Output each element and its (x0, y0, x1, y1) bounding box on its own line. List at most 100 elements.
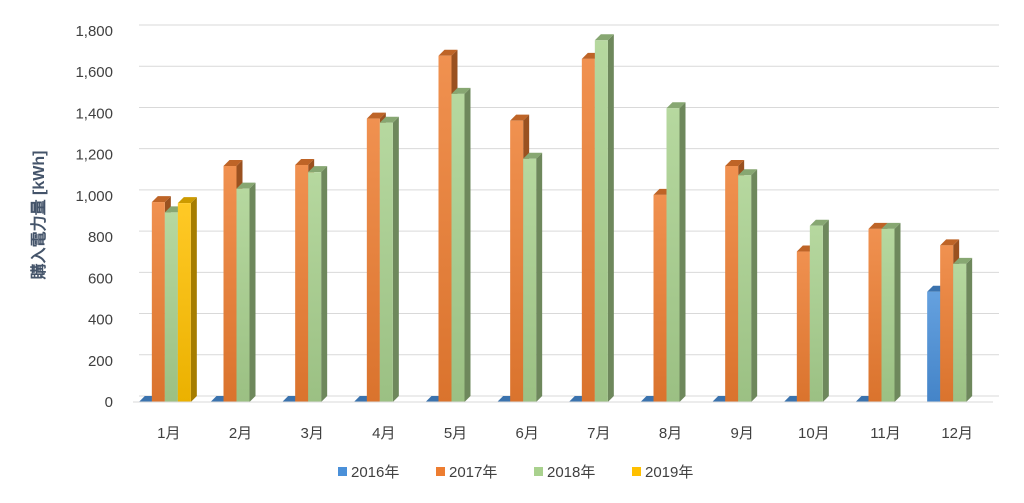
legend-swatch (338, 467, 347, 476)
x-tick-label: 8月 (659, 425, 682, 442)
bar-side (392, 116, 399, 402)
bar-front (177, 203, 191, 402)
bar-front (236, 188, 250, 402)
y-tick-label: 1,200 (75, 147, 113, 164)
bar-top (738, 169, 758, 176)
gridlines (139, 24, 999, 397)
y-tick-label: 0 (105, 394, 113, 411)
y-tick-label: 800 (88, 229, 113, 246)
bar-front (151, 202, 165, 402)
y-tick-label: 1,000 (75, 188, 113, 205)
bar-top (438, 49, 458, 56)
bar-front (868, 228, 882, 402)
bar-2018年-12月 (953, 257, 973, 402)
x-tick-label: 11月 (870, 425, 901, 442)
x-tick-label: 4月 (372, 425, 395, 442)
y-tick-label: 1,600 (75, 64, 113, 81)
bar-top (725, 160, 745, 167)
bar-front (653, 194, 667, 402)
legend-label: 2018年 (547, 464, 595, 481)
bar-2018年-5月 (451, 87, 471, 402)
bar-front (927, 291, 941, 402)
bar-top (868, 222, 888, 229)
bar-top (510, 114, 530, 121)
bar-side (464, 87, 471, 402)
bar-2019年-1月 (177, 197, 197, 402)
bar-2018年-10月 (809, 219, 829, 402)
bar-front (581, 58, 595, 402)
bar-top (594, 34, 614, 41)
x-tick-label: 6月 (515, 425, 538, 442)
legend-item: 2018年 (534, 464, 595, 481)
bar-front (881, 228, 895, 402)
bar-side (894, 222, 901, 402)
bar-front (295, 164, 309, 402)
bar-top (177, 197, 197, 204)
y-tick-label: 1,800 (75, 23, 113, 40)
x-tick-label: 1月 (157, 425, 180, 442)
y-tick-label: 400 (88, 312, 113, 329)
bar-front (666, 108, 680, 403)
bar-top (366, 112, 386, 119)
x-tick-label: 5月 (444, 425, 467, 442)
x-tick-label: 9月 (730, 425, 753, 442)
bar-2018年-9月 (738, 169, 758, 402)
bar-top (809, 219, 829, 226)
bar-top (940, 239, 960, 246)
legend: 2016年 2017年 2018年 2019年 (338, 464, 693, 481)
bar-front (164, 212, 178, 402)
bar-top (223, 160, 243, 167)
y-tick-label: 600 (88, 270, 113, 287)
x-tick-label: 2月 (229, 425, 252, 442)
x-tick-label: 10月 (798, 425, 830, 442)
bar-front (594, 40, 608, 403)
bar-2018年-3月 (308, 166, 328, 402)
bar-side (679, 102, 686, 403)
bar-top (236, 182, 256, 189)
bar-2018年-8月 (666, 102, 686, 403)
bar-front (438, 55, 452, 402)
bar-2018年-4月 (379, 116, 399, 402)
bar-top (451, 87, 471, 94)
legend-swatch (534, 467, 543, 476)
legend-swatch (436, 467, 445, 476)
bar-top (881, 222, 901, 229)
legend-label: 2017年 (449, 464, 497, 481)
bar-front (809, 225, 823, 402)
bar-front (379, 122, 393, 402)
bar-side (190, 197, 197, 402)
bar-side (966, 257, 973, 402)
legend-item: 2017年 (436, 464, 497, 481)
bar-top (379, 116, 399, 123)
bar-front (738, 175, 752, 402)
bar-side (607, 34, 614, 403)
bar-front (223, 166, 237, 402)
bar-front (366, 118, 380, 402)
bar-top (666, 102, 686, 109)
bar-front (940, 245, 954, 402)
bar-side (751, 169, 758, 402)
bar-front (510, 120, 524, 403)
bar-side (249, 182, 256, 402)
bar-2018年-11月 (881, 222, 901, 402)
legend-item: 2019年 (632, 464, 693, 481)
x-tick-label: 7月 (587, 425, 610, 442)
x-tick-label: 12月 (941, 425, 973, 442)
legend-swatch (632, 467, 641, 476)
bar-top (151, 196, 171, 203)
bar-front (308, 172, 322, 402)
legend-label: 2019年 (645, 464, 693, 481)
bar-top (308, 166, 328, 173)
legend-item: 2016年 (338, 464, 399, 481)
bar-2018年-2月 (236, 182, 256, 402)
bar-top (523, 152, 543, 159)
bar-front (796, 251, 810, 402)
bar-front (523, 158, 537, 402)
bar-side (536, 152, 543, 402)
bar-top (295, 158, 315, 165)
bar-top (953, 257, 973, 264)
bars (138, 34, 973, 403)
bar-side (822, 219, 829, 402)
